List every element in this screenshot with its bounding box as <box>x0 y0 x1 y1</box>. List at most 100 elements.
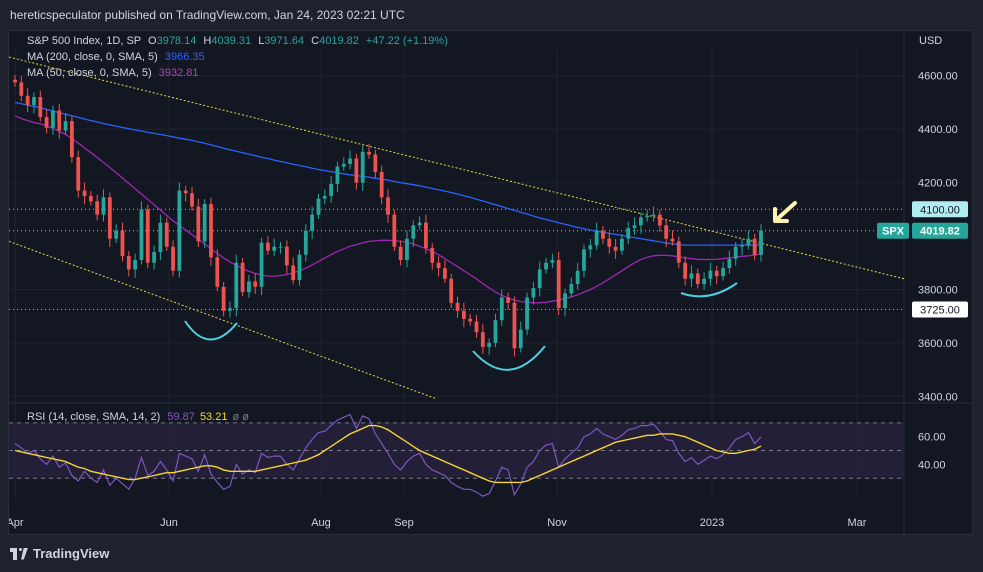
high-value: 4039.31 <box>211 35 252 47</box>
candle-body <box>120 230 125 257</box>
candle-body <box>196 206 201 242</box>
candle-body <box>13 79 17 83</box>
candle-body <box>607 238 612 247</box>
candle-body <box>752 238 757 255</box>
candle-body <box>32 97 36 106</box>
rsi-legend: RSI (14, close, SMA, 14, 2) 59.87 53.21 … <box>27 411 249 423</box>
candle-body <box>373 154 378 172</box>
candle-body <box>632 225 637 229</box>
candle-body <box>101 197 106 215</box>
candle-body <box>664 225 669 239</box>
candle-body <box>487 342 492 347</box>
candle-body <box>164 222 169 247</box>
symbol-tag <box>877 222 909 239</box>
candle-body <box>702 278 706 285</box>
candle-body <box>126 256 131 270</box>
candle-body <box>215 257 220 287</box>
y-tick-label: 4200.00 <box>918 178 958 190</box>
candle-body <box>183 190 188 194</box>
candle-body <box>145 209 150 263</box>
chart-frame[interactable]: 4600.00 4400.00 4200.00 3800.00 3600.00 3400.… <box>8 30 974 536</box>
candle-body <box>139 209 144 261</box>
tradingview-logo[interactable]: TradingView <box>10 546 109 561</box>
rsi-label: RSI (14, close, SMA, 14, 2) <box>27 411 161 423</box>
candle-body <box>626 228 631 239</box>
tradingview-logo-icon <box>10 547 28 560</box>
rsi-line <box>14 413 762 497</box>
candle-body <box>455 302 460 311</box>
low-value: 3971.64 <box>264 35 305 47</box>
candle-body <box>284 246 289 266</box>
candlestick-chart[interactable]: 4600.00 4400.00 4200.00 3800.00 3600.00 3400.… <box>9 31 974 536</box>
x-tick-label: 2023 <box>700 517 724 529</box>
candle-body <box>329 183 333 196</box>
low-label: L <box>258 35 265 47</box>
candle-body <box>133 260 138 270</box>
ma200-legend: MA (200, close, 0, SMA, 5) 3966.35 <box>27 51 205 63</box>
annotation-arc <box>184 320 238 341</box>
candle-body <box>430 248 435 263</box>
candle-body <box>335 166 340 184</box>
candle-body <box>303 230 308 255</box>
y-tick-label: 4400.00 <box>918 124 958 136</box>
candle-body <box>499 297 504 321</box>
candle-body <box>411 225 416 239</box>
candle-body <box>601 230 605 239</box>
candle-body <box>638 217 643 226</box>
candle-body <box>620 238 624 251</box>
candle-body <box>228 308 232 311</box>
candle-body <box>683 262 688 279</box>
candle-body <box>582 249 586 271</box>
tradingview-brand: TradingView <box>33 546 110 561</box>
candle-body <box>759 230 763 255</box>
candle-body <box>25 95 30 106</box>
rsi-value: 59.87 <box>167 411 195 423</box>
candle-body <box>676 241 681 263</box>
candle-body <box>88 195 93 202</box>
candle-body <box>714 270 719 277</box>
change-value: +47.22 (+1.19%) <box>365 35 448 47</box>
price-label: 4100.00 <box>920 204 960 216</box>
candle-body <box>645 215 650 218</box>
candle-body <box>746 238 751 246</box>
rsi-ma-value: 53.21 <box>199 411 228 423</box>
annotation-arc <box>680 282 738 298</box>
candle-body <box>588 245 593 250</box>
candle-body <box>512 302 517 349</box>
currency-label: USD <box>919 35 943 47</box>
candle-body <box>158 222 163 253</box>
candle-body <box>417 222 422 226</box>
ma200-label: MA (200, close, 0, SMA, 5) <box>27 51 158 63</box>
candle-body <box>461 310 466 319</box>
candle-body <box>594 230 599 246</box>
candle-body <box>531 288 536 298</box>
candle-body <box>708 270 713 279</box>
candle-body <box>493 320 498 343</box>
candle-body <box>202 203 207 242</box>
candle-body <box>398 246 403 261</box>
y-tick-label: 3600.00 <box>918 338 958 350</box>
candle-body <box>57 110 62 131</box>
candle-body <box>569 284 574 294</box>
ma200-line <box>14 101 761 246</box>
candle-body <box>480 332 485 347</box>
candle-body <box>310 214 315 231</box>
candle-body <box>575 270 580 285</box>
candle-body <box>544 262 548 270</box>
candle-body <box>670 238 675 242</box>
candle-body <box>556 260 561 309</box>
footer: TradingView <box>0 535 983 572</box>
price-label: 3725.00 <box>920 304 960 316</box>
x-tick-label: Nov <box>547 517 567 529</box>
candle-body <box>550 260 555 263</box>
symbol-legend: S&P 500 Index, 1D, SP O3978.14 H4039.31 … <box>27 35 448 47</box>
lower-trendline <box>9 240 438 400</box>
x-tick-label: Aug <box>311 517 331 529</box>
open-label: O <box>148 35 157 47</box>
ma50-value: 3932.81 <box>158 67 199 79</box>
annotation-arrow-icon <box>773 201 797 223</box>
candle-body <box>76 157 81 191</box>
rsi-tick-label: 60.00 <box>918 432 946 444</box>
candle-body <box>177 190 182 271</box>
high-label: H <box>203 35 212 47</box>
